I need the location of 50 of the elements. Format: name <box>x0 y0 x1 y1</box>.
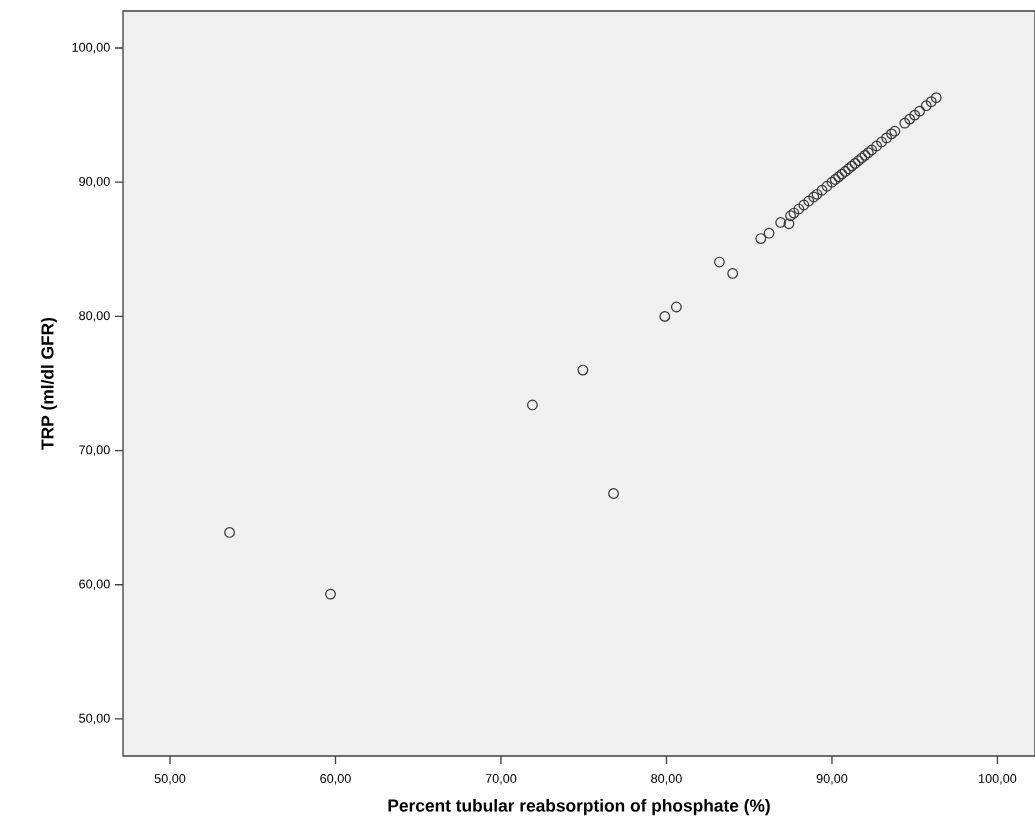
y-tick-label: 100,00 <box>72 42 110 54</box>
point <box>909 109 921 121</box>
point <box>224 527 235 538</box>
point <box>775 217 787 228</box>
point <box>843 163 854 175</box>
x-tick-label: 100,00 <box>979 774 1017 785</box>
x-tick-label: 80,00 <box>651 774 682 785</box>
point <box>876 136 887 148</box>
x-tick-label: 90,00 <box>816 774 848 785</box>
x-tick-label: 60,00 <box>320 774 351 785</box>
point <box>793 203 805 215</box>
point <box>714 256 725 268</box>
y-axis-title: TRP (ml/dl GFR) <box>40 317 58 450</box>
point <box>325 588 336 600</box>
point <box>833 171 844 183</box>
point <box>886 128 897 140</box>
point <box>904 113 916 125</box>
point <box>866 144 878 156</box>
point <box>889 125 901 137</box>
point <box>755 233 767 244</box>
point <box>788 207 800 219</box>
x-axis-title: Percent tubular reabsorption of phosphate (%) <box>388 798 770 816</box>
x-tick-label: 70,00 <box>485 774 517 785</box>
y-tick-label: 60,00 <box>79 579 110 591</box>
point <box>785 210 796 222</box>
point <box>798 199 810 211</box>
point <box>803 195 815 207</box>
y-tick-label: 90,00 <box>79 176 110 188</box>
y-tick-label: 70,00 <box>79 445 110 456</box>
point <box>925 96 937 108</box>
point <box>930 92 942 104</box>
point <box>899 117 911 129</box>
y-tick-label: 80,00 <box>79 311 110 322</box>
point <box>608 488 619 499</box>
point <box>914 105 926 117</box>
point <box>671 301 682 313</box>
point <box>881 132 892 144</box>
point <box>821 180 833 192</box>
y-tick-label: 50,00 <box>79 713 110 725</box>
point <box>783 218 795 230</box>
point <box>763 227 775 239</box>
x-tick-label: 50,00 <box>154 774 186 785</box>
point <box>527 399 538 411</box>
point <box>816 184 828 196</box>
point <box>871 140 883 152</box>
point <box>920 100 932 112</box>
point <box>577 364 589 376</box>
point <box>659 310 671 322</box>
point <box>853 155 864 167</box>
point <box>727 268 739 279</box>
